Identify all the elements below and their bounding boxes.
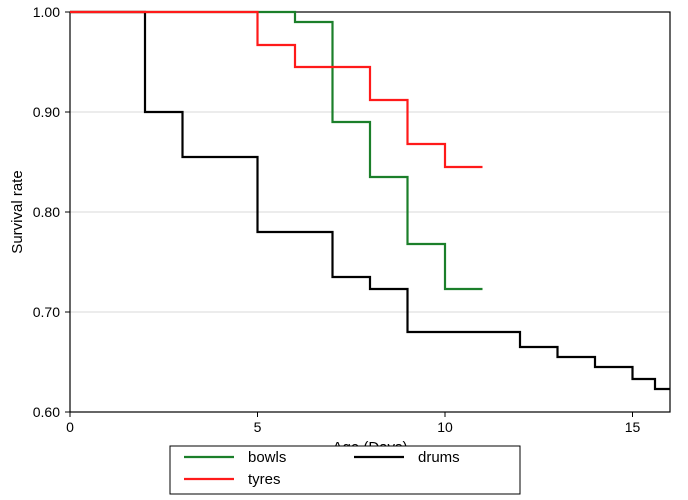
svg-text:15: 15 [625,419,641,435]
svg-text:0.60: 0.60 [33,404,60,420]
legend-label-bowls: bowls [248,449,286,466]
svg-text:10: 10 [437,419,453,435]
svg-text:0: 0 [66,419,74,435]
y-axis-label: Survival rate [9,170,26,253]
legend-label-drums: drums [418,449,460,466]
svg-text:5: 5 [254,419,262,435]
survival-chart: 0510150.600.700.800.901.00Age (Days)Surv… [0,0,688,500]
legend-label-tyres: tyres [248,471,281,488]
svg-text:0.70: 0.70 [33,304,60,320]
svg-text:0.80: 0.80 [33,204,60,220]
chart-svg: 0510150.600.700.800.901.00Age (Days)Surv… [0,0,688,500]
svg-text:1.00: 1.00 [33,4,60,20]
svg-text:0.90: 0.90 [33,104,60,120]
legend-box [170,446,520,494]
